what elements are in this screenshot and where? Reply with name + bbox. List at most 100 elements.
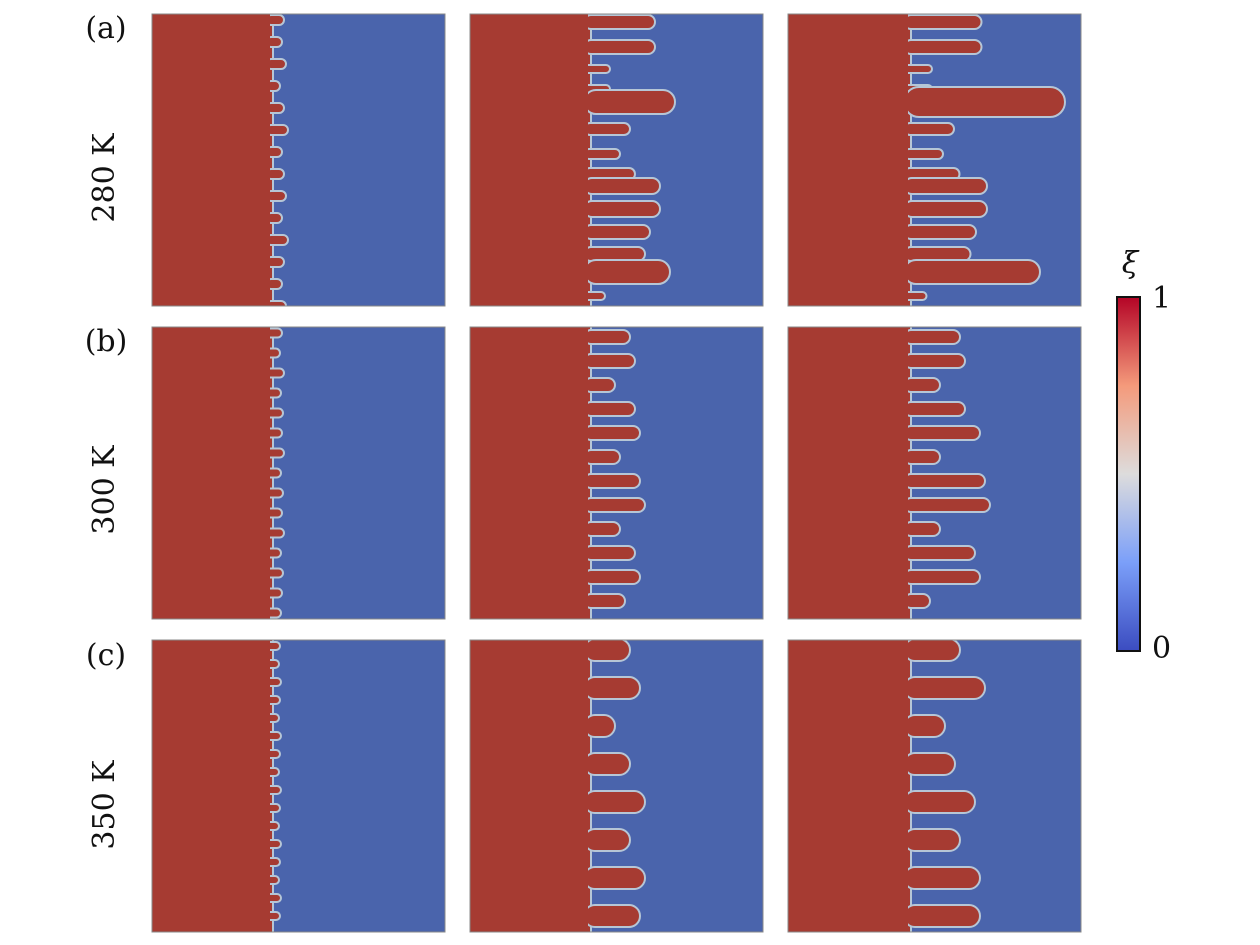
finger <box>583 593 626 609</box>
finger <box>583 377 616 393</box>
finger <box>903 246 972 262</box>
panel-grid <box>151 13 1082 933</box>
front-cover <box>902 640 908 932</box>
finger <box>583 39 656 55</box>
field-panel <box>470 14 763 306</box>
field-panel <box>788 640 1081 932</box>
finger <box>583 866 646 890</box>
finger <box>903 866 981 890</box>
finger <box>903 64 933 74</box>
finger <box>583 545 636 561</box>
finger <box>583 425 641 441</box>
row-temperature: 280 K <box>87 133 122 223</box>
row-label: (b) <box>85 324 128 359</box>
finger <box>583 676 641 700</box>
finger <box>583 14 656 30</box>
colorbar-symbol: ξ <box>1122 246 1140 281</box>
finger <box>903 828 961 852</box>
finger <box>583 122 631 136</box>
finger <box>903 177 988 195</box>
finger <box>583 177 661 195</box>
finger <box>903 14 983 30</box>
front-cover <box>264 327 270 619</box>
finger <box>903 200 988 218</box>
panel-border <box>151 639 446 933</box>
finger <box>903 521 941 537</box>
front-cover <box>582 327 588 619</box>
finger <box>583 752 631 776</box>
finger <box>903 224 977 240</box>
finger <box>903 39 983 55</box>
panel-border <box>787 639 1082 933</box>
front-cover <box>902 327 908 619</box>
finger <box>265 300 287 306</box>
row-label: (a) <box>85 11 126 46</box>
finger <box>903 473 986 489</box>
colorbar-min: 0 <box>1152 631 1171 666</box>
transformed-region <box>788 640 910 932</box>
finger <box>903 353 966 369</box>
transformed-region <box>152 640 272 932</box>
finger <box>903 714 946 738</box>
finger <box>583 569 641 585</box>
finger <box>583 828 631 852</box>
finger <box>583 640 631 662</box>
finger <box>583 904 641 928</box>
finger <box>903 752 956 776</box>
front-cover <box>582 640 588 932</box>
finger <box>903 86 1066 118</box>
panel-border <box>151 13 446 307</box>
front-cover <box>264 14 270 306</box>
finger <box>583 497 646 513</box>
row-temperature: 300 K <box>87 445 122 535</box>
panel-border <box>787 326 1082 620</box>
panel-border <box>151 326 446 620</box>
finger <box>903 329 961 345</box>
row-label: (c) <box>86 638 126 673</box>
panel-border <box>469 639 764 933</box>
transformed-region <box>470 14 590 306</box>
finger <box>583 790 646 814</box>
finger <box>583 259 671 285</box>
finger <box>903 640 961 662</box>
field-panel <box>788 327 1081 619</box>
finger <box>583 148 621 160</box>
finger <box>903 545 976 561</box>
finger <box>583 401 636 417</box>
field-panel <box>152 14 445 306</box>
transformed-region <box>152 327 272 619</box>
field-panel <box>152 327 445 619</box>
finger <box>903 904 981 928</box>
finger <box>903 377 941 393</box>
finger <box>903 676 986 700</box>
field-panel <box>470 640 763 932</box>
finger <box>583 246 646 262</box>
front-cover <box>902 14 908 306</box>
colorbar-max: 1 <box>1152 281 1171 316</box>
finger <box>583 473 641 489</box>
finger <box>583 200 661 218</box>
finger <box>583 89 676 115</box>
finger <box>583 449 621 465</box>
panel-border <box>787 13 1082 307</box>
finger <box>903 790 976 814</box>
field-panel <box>470 327 763 619</box>
transformed-region <box>788 327 910 619</box>
colorbar <box>1116 296 1141 652</box>
finger <box>583 353 636 369</box>
transformed-region <box>152 14 272 306</box>
finger <box>583 521 621 537</box>
finger <box>903 259 1041 285</box>
panel-border <box>469 326 764 620</box>
finger <box>583 714 616 738</box>
finger <box>583 329 631 345</box>
front-cover <box>264 640 270 932</box>
transformed-region <box>470 640 590 932</box>
finger <box>903 425 981 441</box>
transformed-region <box>470 327 590 619</box>
finger <box>583 224 651 240</box>
field-panel <box>788 14 1081 306</box>
finger <box>903 497 991 513</box>
field-panel <box>152 640 445 932</box>
finger <box>903 401 966 417</box>
